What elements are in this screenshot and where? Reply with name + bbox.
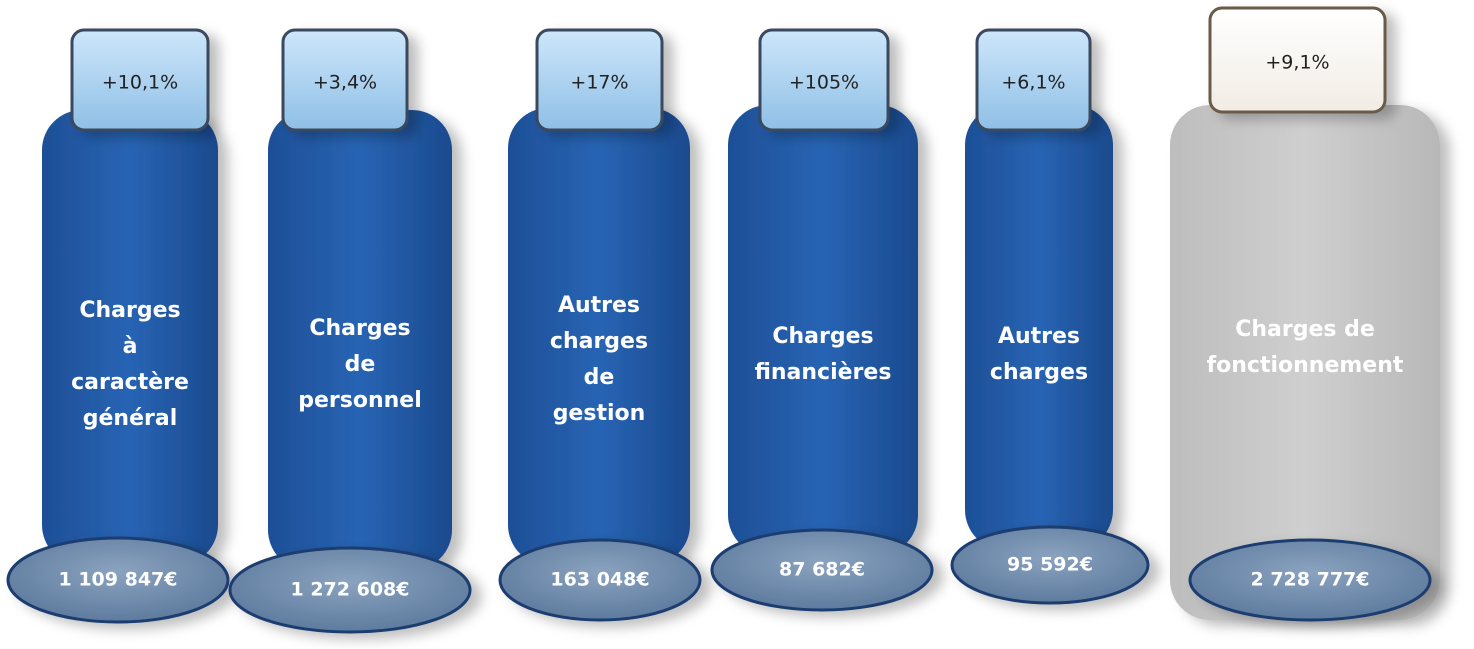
column [965,105,1113,550]
category-label: charges [990,360,1088,385]
change-badge [535,28,664,132]
category-label: financières [755,360,892,385]
category-label: Charges [772,324,873,349]
amount-value: 1 272 608€ [291,579,410,601]
change-value: +17% [570,72,628,94]
amount-value: 2 728 777€ [1251,569,1370,591]
category-label: gestion [553,401,646,426]
amount-ellipse [1188,538,1432,622]
amount-ellipse [498,538,702,622]
category-label: Charges [309,316,410,341]
change-badge [70,28,210,132]
category-label: général [83,406,178,431]
change-value: +10,1% [102,72,178,94]
change-badge [281,28,409,132]
amount-value: 95 592€ [1007,554,1093,576]
category-label: fonctionnement [1207,353,1404,378]
change-value: +105% [789,72,859,94]
category-label: Charges [79,298,180,323]
category-label: caractère [71,370,189,395]
amount-ellipse [950,525,1150,605]
amount-value: 163 048€ [550,569,649,591]
column [728,105,918,555]
column [268,110,452,570]
column [42,110,218,565]
change-badge [758,28,890,132]
column [1170,105,1440,620]
amount-ellipse [710,528,934,612]
amount-ellipse [6,536,230,624]
category-label: Charges de [1235,317,1375,342]
category-label: à [123,334,138,359]
category-label: de [345,352,376,377]
change-badge [975,28,1092,132]
change-badge [1208,6,1387,114]
change-value: +3,4% [313,72,377,94]
category-label: Autres [998,324,1080,349]
change-value: +6,1% [1001,72,1065,94]
category-label: personnel [298,388,422,413]
amount-ellipse [228,546,472,634]
amount-value: 1 109 847€ [59,569,178,591]
column [508,108,690,565]
category-label: Autres [558,293,640,318]
category-label: de [584,365,615,390]
category-label: charges [550,329,648,354]
change-value: +9,1% [1265,52,1329,74]
amount-value: 87 682€ [779,559,865,581]
